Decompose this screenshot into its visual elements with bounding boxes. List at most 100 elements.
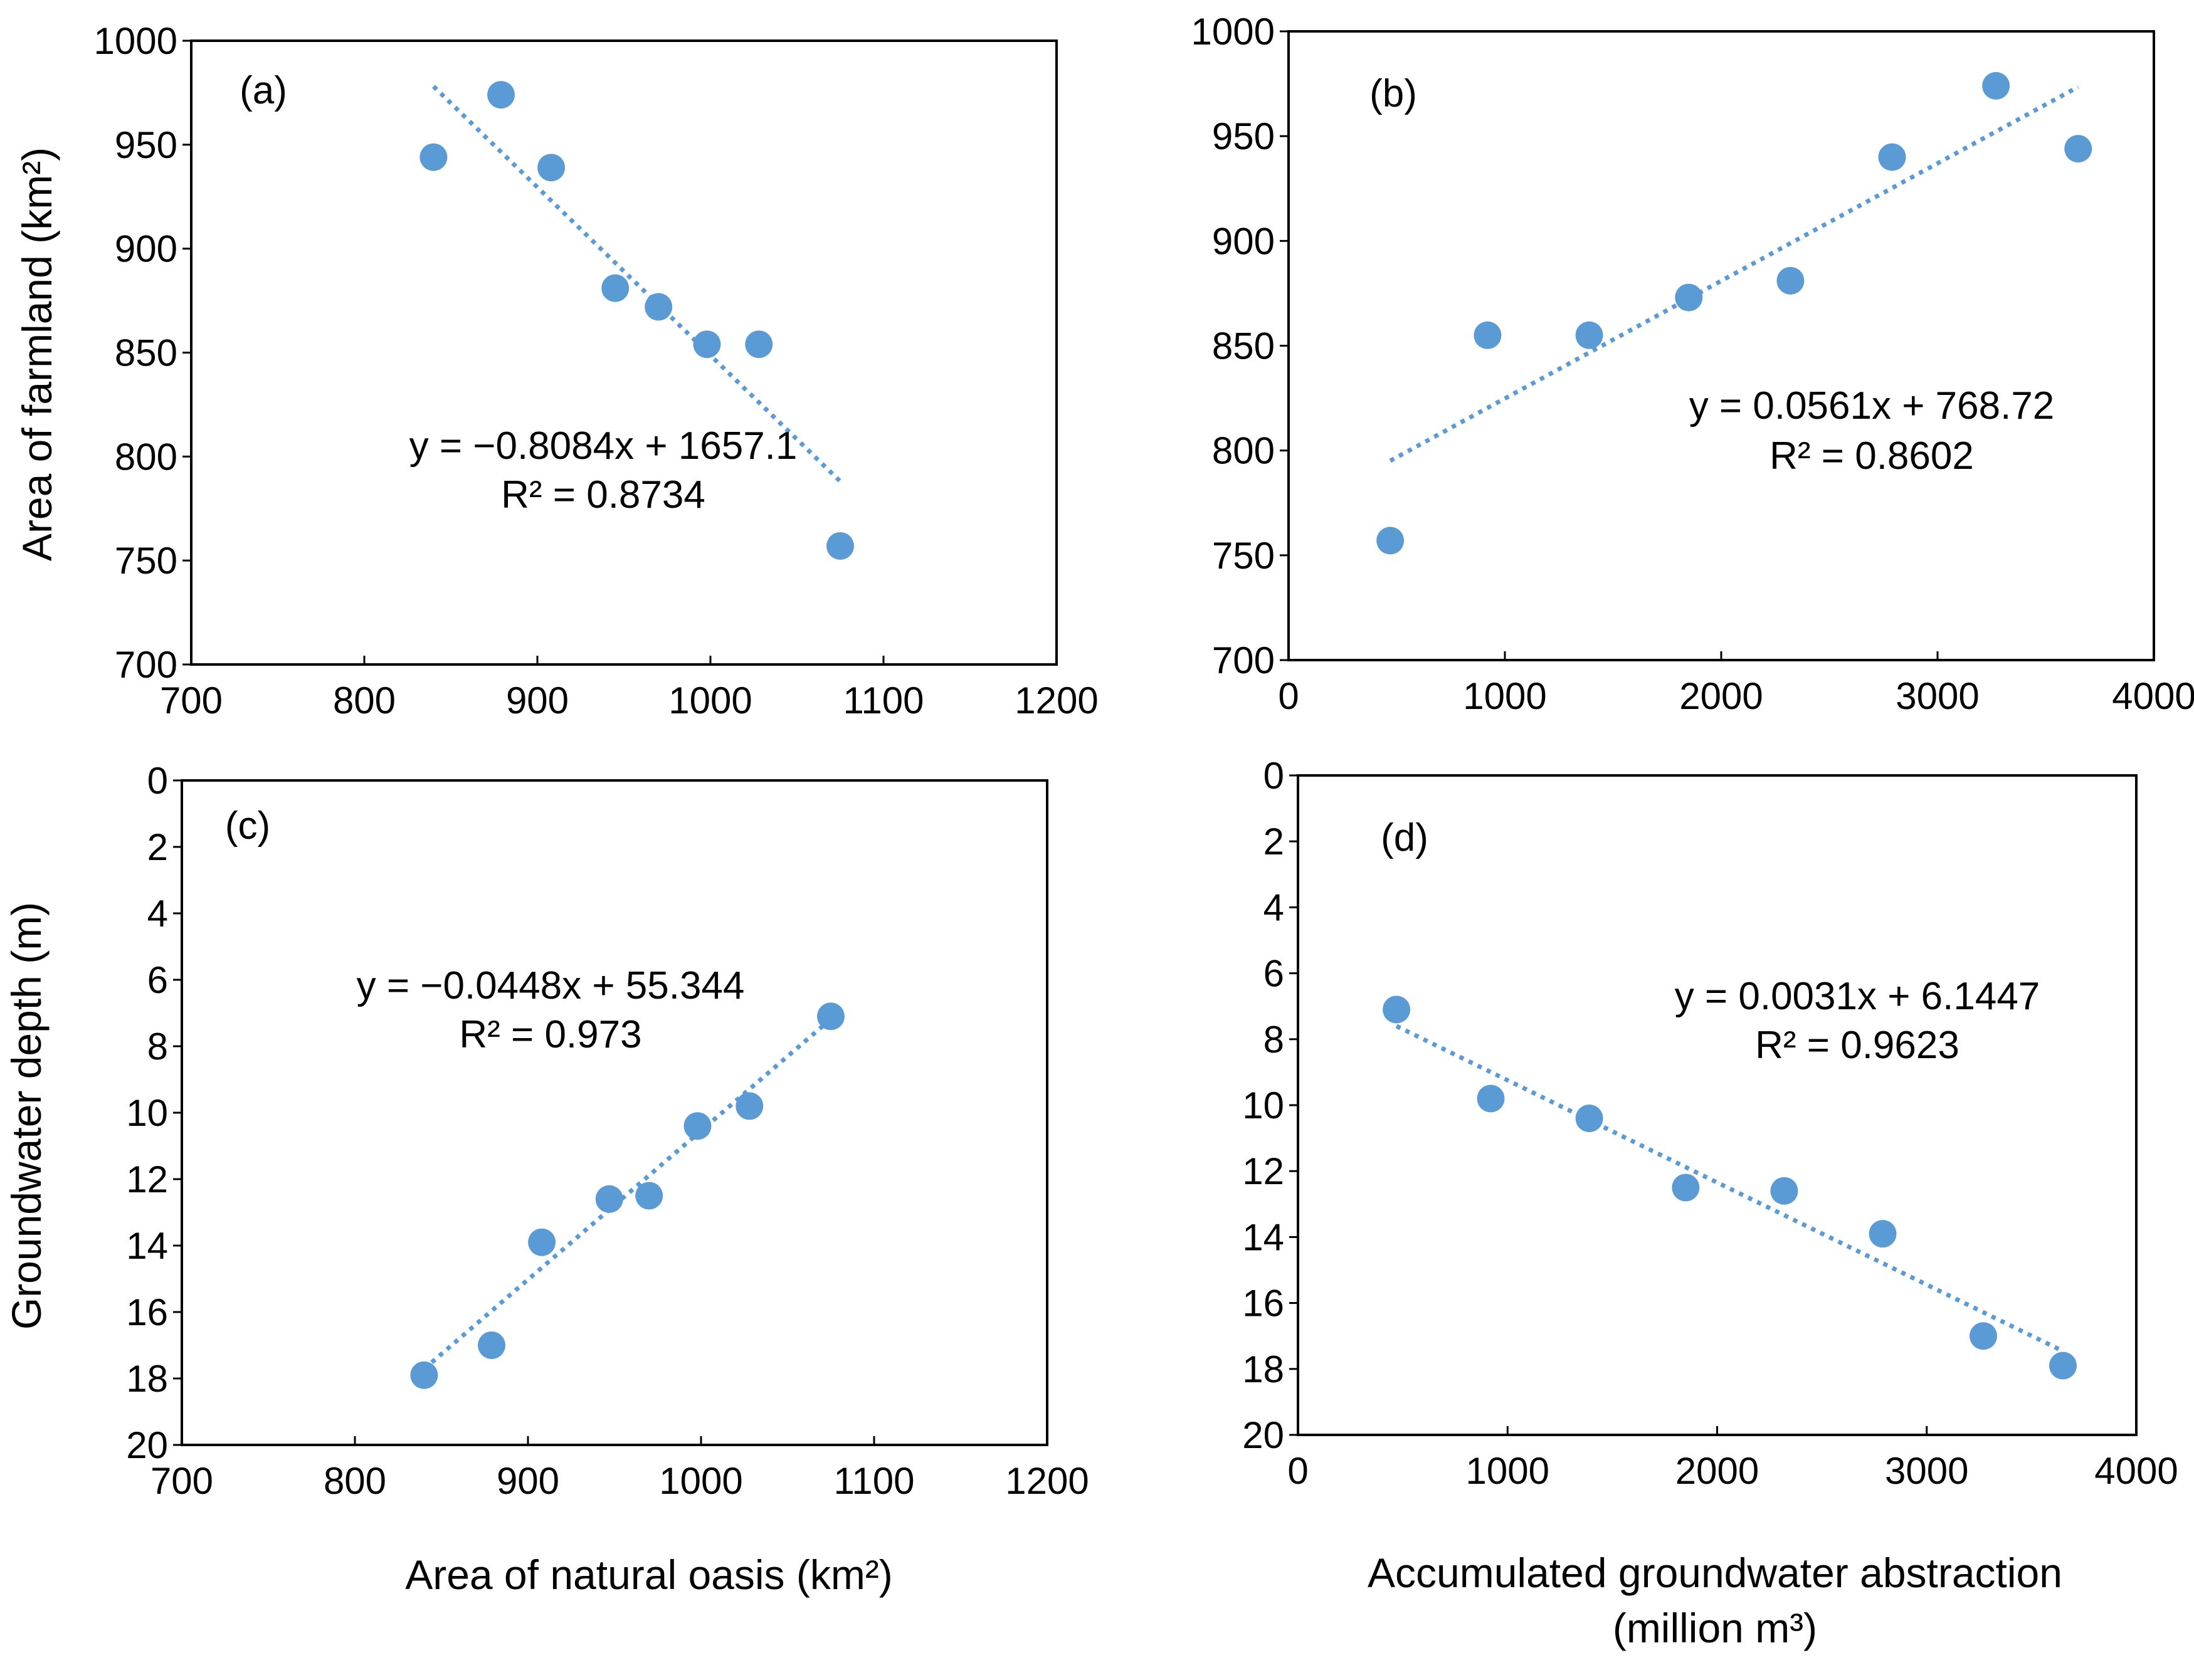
- x-tick-label: 0: [1287, 1450, 1308, 1492]
- x-tick-label: 1000: [1463, 675, 1546, 717]
- x-tick-label: 1000: [1466, 1450, 1549, 1492]
- y-tick-label: 12: [1242, 1150, 1284, 1192]
- r-squared-label: R² = 0.9623: [1755, 1024, 1959, 1067]
- y-tick-label: 18: [126, 1358, 168, 1400]
- panel-label: (b): [1369, 72, 1417, 115]
- data-point: [635, 1182, 663, 1210]
- trendline-equation: y = 0.0561x + 768.72: [1689, 384, 2055, 428]
- data-point: [2064, 135, 2092, 163]
- trendline-equation: y = −0.0448x + 55.344: [357, 964, 745, 1007]
- plot-frame: [1297, 774, 2138, 1436]
- x-tick-label: 3000: [1896, 675, 1979, 717]
- trendline-equation: y = 0.0031x + 6.1447: [1675, 975, 2040, 1018]
- data-point: [1982, 71, 2010, 100]
- data-point: [817, 1002, 845, 1031]
- y-tick-label: 16: [126, 1291, 168, 1333]
- data-point: [410, 1361, 438, 1389]
- y-tick-label: 0: [147, 760, 168, 802]
- x-axis-title: Accumulated groundwater abstraction (mill…: [1368, 1550, 2062, 1651]
- x-tick-label: 4000: [2094, 1450, 2178, 1492]
- x-tick-label: 900: [497, 1460, 559, 1502]
- y-tick-label: 900: [1212, 220, 1275, 262]
- data-point: [601, 274, 630, 302]
- data-point: [1376, 527, 1405, 555]
- panel-d: 0 1000 2000 3000 4000 0 2 4 6 8 10 12 14 16 18 20 (d) y =…: [1242, 755, 2178, 1651]
- data-point: [478, 1331, 506, 1359]
- data-point: [1675, 283, 1703, 312]
- y-tick-label: 20: [126, 1424, 168, 1466]
- data-point: [537, 154, 566, 182]
- data-point: [1869, 1220, 1897, 1248]
- data-point: [745, 330, 773, 359]
- y-tick-label: 8: [147, 1026, 168, 1068]
- plot-frame: [181, 779, 1048, 1446]
- x-tick-label: 3000: [1885, 1450, 1968, 1492]
- y-tick-label: 900: [115, 228, 177, 270]
- y-tick-label: 1000: [1191, 11, 1275, 53]
- data-point: [1770, 1177, 1798, 1205]
- trendline: [423, 1017, 833, 1371]
- panel-b: 0 1000 2000 3000 4000 700 750 800 850 900 950 1000 (…: [1191, 11, 2194, 717]
- y-tick-label: 2: [1263, 821, 1284, 863]
- data-point: [1969, 1322, 1997, 1350]
- data-point: [1776, 266, 1805, 295]
- y-tick-label: 750: [1212, 535, 1275, 577]
- y-tick-label: 950: [1212, 115, 1275, 157]
- x-tick-label: 900: [506, 680, 569, 722]
- x-tick-label: 2000: [1679, 675, 1763, 717]
- x-tick-label: 1200: [1005, 1460, 1089, 1502]
- y-tick-label: 18: [1242, 1348, 1284, 1390]
- y-tick-label: 2: [147, 826, 168, 868]
- y-tick-label: 10: [126, 1092, 168, 1134]
- r-squared-label: R² = 0.8602: [1769, 434, 1974, 478]
- x-tick-label: 700: [160, 680, 223, 722]
- x-tick-label: 800: [333, 680, 396, 722]
- data-point: [683, 1112, 712, 1140]
- x-tick-label: 0: [1278, 675, 1299, 717]
- plot-frame: [1287, 30, 2155, 661]
- x-tick-label: 1100: [833, 1460, 914, 1502]
- plot-frame: [190, 39, 1058, 666]
- y-tick-label: 6: [1263, 953, 1284, 995]
- trendline: [431, 85, 842, 483]
- y-axis-title: Groundwater depth (m): [3, 902, 50, 1330]
- data-point: [419, 143, 448, 171]
- data-point: [1477, 1084, 1505, 1113]
- x-tick-label: 2000: [1675, 1450, 1759, 1492]
- y-tick-label: 700: [1212, 639, 1275, 681]
- data-point: [487, 81, 515, 109]
- data-point: [1878, 143, 1906, 171]
- y-tick-label: 800: [1212, 430, 1275, 472]
- y-axis-title: Area of farmland (km²): [14, 147, 60, 561]
- x-tick-label: 1100: [843, 680, 924, 722]
- y-tick-label: 0: [1263, 755, 1284, 797]
- x-tick-label: 4000: [2112, 675, 2194, 717]
- data-point: [693, 330, 721, 359]
- panel-label: (d): [1381, 816, 1428, 859]
- data-point: [826, 532, 854, 560]
- panel-label: (c): [225, 804, 270, 848]
- data-point: [645, 293, 673, 321]
- r-squared-label: R² = 0.973: [459, 1013, 641, 1056]
- y-tick-label: 12: [126, 1158, 168, 1200]
- y-tick-label: 6: [147, 959, 168, 1001]
- y-tick-label: 800: [115, 436, 177, 478]
- y-tick-label: 16: [1242, 1283, 1284, 1325]
- data-point: [595, 1185, 623, 1213]
- y-tick-label: 14: [126, 1225, 168, 1267]
- x-tick-label: 700: [150, 1460, 213, 1502]
- panel-c: 700 800 900 1000 1100 1200 0 2 4 6 8 10 12 14 16 18 20 (c…: [3, 760, 1089, 1598]
- y-tick-label: 4: [147, 893, 168, 935]
- y-tick-label: 850: [115, 332, 177, 374]
- y-tick-label: 10: [1242, 1084, 1284, 1126]
- trendline: [1389, 85, 2079, 463]
- data-point: [2049, 1352, 2077, 1380]
- panel-a: 700 800 900 1000 1100 1200 700 750 800 850 900 950 1…: [14, 20, 1099, 722]
- y-tick-label: 14: [1242, 1216, 1284, 1258]
- data-point: [1575, 1105, 1603, 1133]
- y-tick-label: 950: [115, 124, 177, 166]
- data-point: [1383, 995, 1411, 1024]
- y-tick-label: 8: [1263, 1019, 1284, 1061]
- trendline-equation: y = −0.8084x + 1657.1: [409, 424, 798, 468]
